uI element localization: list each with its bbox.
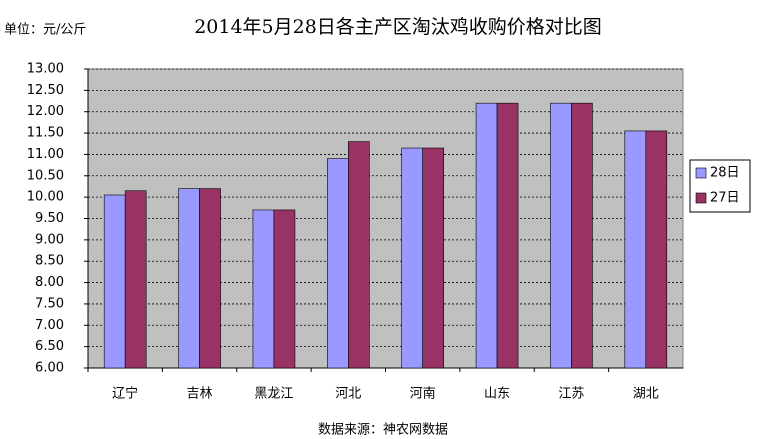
bar (624, 130, 647, 369)
y-tick-label: 6.50 (35, 339, 64, 354)
x-tick-label: 江苏 (558, 386, 584, 402)
bar (124, 190, 147, 369)
x-tick-label: 辽宁 (112, 386, 138, 402)
y-tick-label: 10.50 (27, 168, 64, 183)
bar (252, 209, 275, 369)
y-tick-label: 13.00 (27, 62, 64, 77)
x-tick-label: 河北 (335, 387, 361, 402)
x-tick-label: 山东 (484, 387, 510, 402)
bar (348, 141, 370, 369)
x-tick-label: 黑龙江 (254, 387, 293, 402)
y-tick-label: 11.50 (27, 126, 64, 141)
y-tick-label: 12.50 (27, 83, 64, 98)
legend-label: 27日 (710, 191, 740, 206)
bar (475, 102, 498, 369)
bar (327, 158, 349, 369)
x-tick-label: 吉林 (187, 387, 213, 402)
bar (273, 209, 296, 369)
y-tick-label: 8.50 (35, 254, 64, 269)
bar (178, 188, 200, 369)
bar (103, 194, 126, 369)
bar (550, 102, 572, 369)
bar (422, 147, 444, 369)
x-tick-label: 河南 (410, 386, 436, 402)
y-tick-label: 6.00 (35, 361, 64, 376)
y-tick-label: 11.00 (27, 147, 64, 162)
chart-title: 2014年5月28日各主产区淘汰鸡收购价格对比图 (194, 16, 602, 38)
x-tick-label: 湖北 (633, 387, 659, 402)
unit-label: 单位：元/公斤 (4, 23, 86, 38)
y-tick-label: 8.00 (35, 275, 64, 290)
legend-swatch (695, 192, 707, 204)
bar (199, 188, 221, 369)
bar (645, 130, 668, 369)
bar (496, 102, 519, 369)
source-note: 数据来源：神农网数据 (318, 423, 448, 438)
legend-swatch (695, 167, 707, 179)
y-tick-label: 10.00 (27, 190, 64, 205)
y-tick-label: 7.00 (35, 318, 64, 333)
bar (401, 147, 423, 369)
y-tick-label: 7.50 (35, 296, 64, 311)
legend-label: 28日 (710, 166, 740, 181)
y-tick-label: 9.00 (35, 232, 64, 247)
y-tick-label: 9.50 (35, 211, 64, 226)
bar (571, 102, 593, 369)
y-tick-label: 12.00 (27, 104, 64, 119)
